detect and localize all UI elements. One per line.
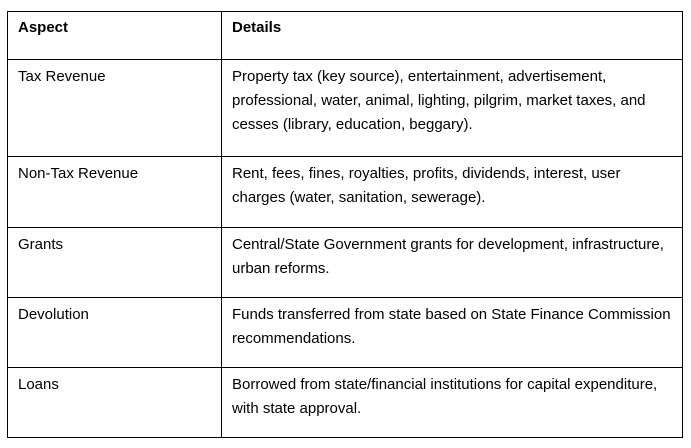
aspect-cell: Loans bbox=[7, 367, 222, 438]
revenue-sources-table: Aspect Details Tax Revenue Property tax … bbox=[7, 11, 683, 438]
details-cell: Funds transferred from state based on St… bbox=[221, 297, 683, 368]
table-row: Tax Revenue Property tax (key source), e… bbox=[7, 59, 683, 157]
table-row: Grants Central/State Government grants f… bbox=[7, 227, 683, 298]
table-row: Non-Tax Revenue Rent, fees, fines, royal… bbox=[7, 156, 683, 228]
header-details: Details bbox=[221, 11, 683, 60]
aspect-cell: Non-Tax Revenue bbox=[7, 156, 222, 228]
aspect-cell: Grants bbox=[7, 227, 222, 298]
details-cell: Borrowed from state/financial institutio… bbox=[221, 367, 683, 438]
table-row: Devolution Funds transferred from state … bbox=[7, 297, 683, 368]
header-aspect: Aspect bbox=[7, 11, 222, 60]
details-cell: Central/State Government grants for deve… bbox=[221, 227, 683, 298]
details-cell: Rent, fees, fines, royalties, profits, d… bbox=[221, 156, 683, 228]
table-row: Loans Borrowed from state/financial inst… bbox=[7, 367, 683, 438]
aspect-cell: Devolution bbox=[7, 297, 222, 368]
aspect-cell: Tax Revenue bbox=[7, 59, 222, 157]
table-header-row: Aspect Details bbox=[7, 11, 683, 60]
details-cell: Property tax (key source), entertainment… bbox=[221, 59, 683, 157]
